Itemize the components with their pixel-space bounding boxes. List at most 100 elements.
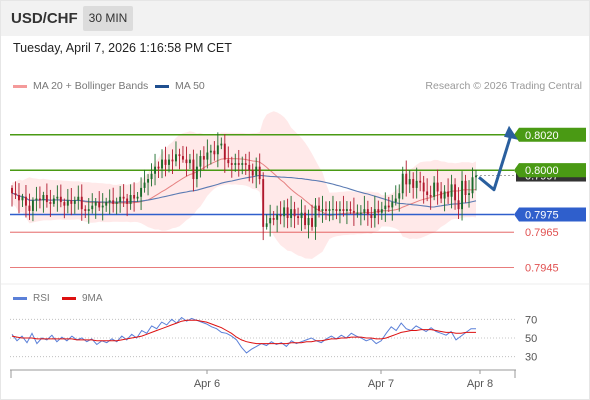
candle-body: [213, 150, 216, 155]
candle-body: [199, 156, 202, 167]
candle-body: [164, 159, 167, 165]
candle-body: [237, 163, 240, 165]
candle-body: [332, 209, 334, 211]
candle-body: [188, 159, 191, 164]
ma9-swatch: [62, 296, 76, 300]
candle-body: [230, 163, 233, 165]
candle-body: [387, 205, 390, 208]
symbol-title: USD/CHF: [11, 10, 78, 27]
candle-body: [105, 202, 108, 206]
candle-body: [283, 207, 286, 217]
candle-body: [325, 209, 327, 211]
candle-body: [265, 223, 268, 227]
candle-body: [133, 195, 136, 199]
candle-body: [112, 200, 115, 204]
candle-body: [192, 159, 195, 180]
candle-body: [356, 212, 359, 214]
candle-body: [426, 191, 429, 195]
candle-body: [28, 205, 31, 211]
candle-body: [297, 216, 300, 219]
candle-body: [450, 184, 453, 197]
candle-body: [126, 198, 129, 204]
rsi-level-label-50: 50: [525, 333, 537, 345]
level-tag-0.7975: [514, 207, 586, 222]
candle-body: [185, 159, 188, 164]
candle-body: [63, 202, 66, 206]
candle-body: [311, 218, 313, 227]
candle-body: [157, 166, 160, 169]
candle-body: [94, 202, 97, 206]
candle-body: [412, 179, 415, 188]
chart-datetime: Tuesday, April 7, 2026 1:16:58 PM CET: [13, 41, 232, 55]
candle-body: [366, 209, 369, 215]
candle-body: [345, 209, 348, 211]
legend-rsi-label: RSI: [33, 293, 50, 304]
bollinger-band: [12, 111, 476, 259]
level-label-overlay-0.8000: 0.8000: [525, 165, 559, 177]
candle-body: [370, 214, 373, 219]
candle-body: [468, 193, 470, 195]
candle-body: [359, 212, 362, 214]
candle-body: [70, 200, 73, 204]
candle-body: [140, 187, 143, 197]
candle-body: [300, 212, 303, 219]
ma20-swatch: [13, 84, 27, 88]
candle-body: [255, 166, 258, 176]
candle-body: [171, 159, 174, 162]
candle-body: [66, 200, 69, 206]
candle-body: [154, 166, 156, 174]
candle-body: [45, 195, 48, 203]
candle-body: [262, 179, 265, 227]
candle-body: [394, 198, 397, 203]
legend-ma9-label: 9MA: [82, 293, 103, 304]
candle-body: [286, 207, 289, 219]
candle-body: [471, 177, 474, 194]
candle-body: [52, 198, 55, 204]
candle-body: [443, 191, 446, 199]
legend-ma9: 9MA: [62, 293, 103, 304]
ma50-line: [11, 174, 477, 208]
level-tag-overlay-0.8000: [514, 163, 586, 178]
candle-body: [136, 196, 139, 199]
candle-body: [475, 175, 477, 178]
legend-rsi: RSI: [13, 293, 50, 304]
ma20-line: [11, 157, 477, 217]
level-label-0.7965: 0.7965: [525, 227, 559, 239]
candle-body: [21, 196, 24, 201]
candle-body: [216, 145, 219, 155]
candle-body: [307, 218, 310, 226]
candle-body: [248, 164, 251, 171]
candle-body: [342, 209, 345, 211]
candle-body: [143, 182, 146, 188]
candle-body: [181, 156, 184, 160]
ma50-swatch: [155, 84, 169, 88]
candle-body: [59, 196, 62, 203]
candle-body: [161, 159, 163, 169]
candle-body: [73, 200, 76, 204]
timeframe-button[interactable]: 30 MIN: [83, 6, 133, 31]
x-tick-label-0: Apr 6: [194, 378, 220, 390]
candle-body: [447, 191, 450, 197]
candle-body: [335, 209, 338, 211]
candle-body: [398, 193, 401, 199]
legend-ma20-label: MA 20 + Bollinger Bands: [33, 80, 149, 92]
candle-body: [202, 156, 205, 160]
rsi-level-label-70: 70: [525, 314, 537, 326]
candle-body: [454, 184, 457, 201]
candle-body: [377, 209, 380, 213]
forecast-arrowhead: [504, 125, 518, 140]
rsi-ma9-line: [11, 319, 476, 345]
candle-body: [429, 195, 432, 197]
candle-body: [31, 200, 34, 211]
candle-body: [42, 195, 45, 201]
x-tick-label-2: Apr 8: [467, 378, 493, 390]
candle-body: [318, 205, 320, 211]
rsi-level-label-30: 30: [525, 352, 537, 364]
candle-body: [220, 143, 223, 146]
level-label-0.8020: 0.8020: [525, 130, 559, 142]
candle-body: [384, 205, 387, 210]
candle-body: [258, 166, 261, 180]
candle-body: [251, 170, 254, 176]
